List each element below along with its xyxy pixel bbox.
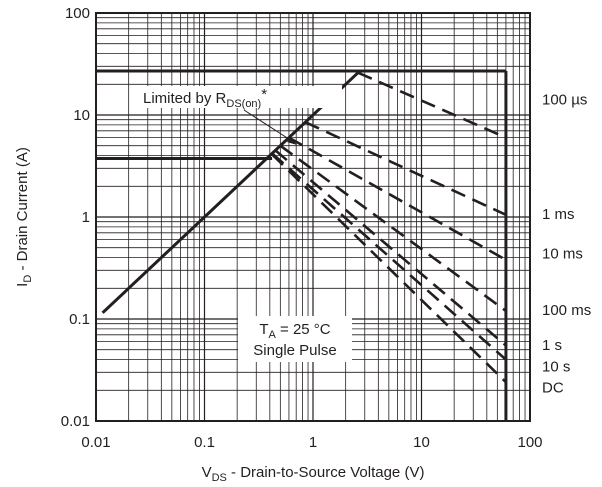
single-pulse-annotation: Single Pulse: [253, 342, 336, 359]
curve-10-ms: [288, 136, 507, 261]
temperature-rest: = 25 °C: [276, 321, 331, 338]
curve-1-s: [274, 149, 507, 347]
y-tick-label: 1: [82, 209, 90, 226]
rds-annotation-post: *: [261, 86, 267, 103]
y-tick-label: 100: [65, 5, 90, 22]
curve-10-s: [271, 152, 507, 361]
boundary-rds-limit: [101, 71, 360, 314]
x-tick-label: 0.01: [81, 434, 110, 451]
x-axis-title-rest: - Drain-to-Source Voltage (V): [227, 464, 425, 481]
curve-label-10-ms: 10 ms: [542, 245, 583, 262]
curve-100-us: [357, 71, 507, 139]
y-axis-title-sub: D: [22, 275, 34, 283]
x-tick-labels: 0.01 0.1 1 10 100: [81, 434, 542, 451]
y-tick-label: 0.1: [69, 311, 90, 328]
y-axis-title-rest: - Drain Current (A): [14, 147, 31, 275]
x-axis-title-main: V: [202, 464, 212, 481]
curve-label-background: [539, 358, 574, 375]
x-tick-label: 1: [309, 434, 317, 451]
curve-label-background: [539, 245, 586, 262]
curve-dc: [271, 153, 507, 384]
temperature-sub: A: [269, 329, 277, 341]
x-tick-label: 10: [413, 434, 430, 451]
y-axis-title: ID - Drain Current (A): [14, 147, 34, 287]
y-tick-label: 0.01: [61, 413, 90, 430]
rds-annotation-sub: DS(on): [226, 98, 261, 110]
y-axis-title-main: I: [14, 283, 31, 287]
curve-label-background: [539, 206, 578, 222]
curve-label-background: [539, 91, 591, 108]
conditions-label-background: [238, 316, 352, 362]
curve-label-10-s: 10 s: [542, 358, 570, 375]
soa-boundary: [96, 69, 508, 421]
rds-annotation-arrow-line: [243, 109, 296, 144]
x-axis-title-sub: DS: [212, 472, 227, 484]
x-tick-label: 0.1: [194, 434, 215, 451]
curve-100-ms: [279, 144, 507, 312]
curve-label-1-s: 1 s: [542, 337, 562, 354]
curve-label-100-ms: 100 ms: [542, 302, 591, 319]
curve-label-background: [539, 336, 566, 353]
x-tick-label: 100: [517, 434, 542, 451]
plot-frame: [95, 12, 531, 422]
temperature-annotation: TA = 25 °C: [259, 321, 330, 341]
curve-1-ms: [304, 121, 507, 217]
curve-label-100-us: 100 µs: [542, 92, 587, 109]
y-tick-label: 10: [73, 107, 90, 124]
rds-annotation-arrowhead: [287, 137, 297, 145]
rds-limit-annotation: Limited by RDS(on)*: [143, 86, 267, 110]
rds-label-background: [138, 86, 342, 108]
y-tick-labels: 0.01 0.1 1 10 100: [61, 5, 90, 430]
temperature-main: T: [259, 321, 268, 338]
curve-label-1-ms: 1 ms: [542, 206, 575, 223]
curve-label-dc: DC: [542, 379, 564, 396]
pulse-curves: [271, 71, 507, 384]
curve-labels: 100 µs 1 ms 10 ms 100 ms 1 s 10 s DC: [539, 91, 595, 396]
x-axis-title: VDS - Drain-to-Source Voltage (V): [202, 464, 425, 484]
rds-annotation-pre: Limited by R: [143, 90, 227, 107]
curve-label-background: [539, 302, 595, 319]
curve-label-background: [539, 379, 567, 396]
